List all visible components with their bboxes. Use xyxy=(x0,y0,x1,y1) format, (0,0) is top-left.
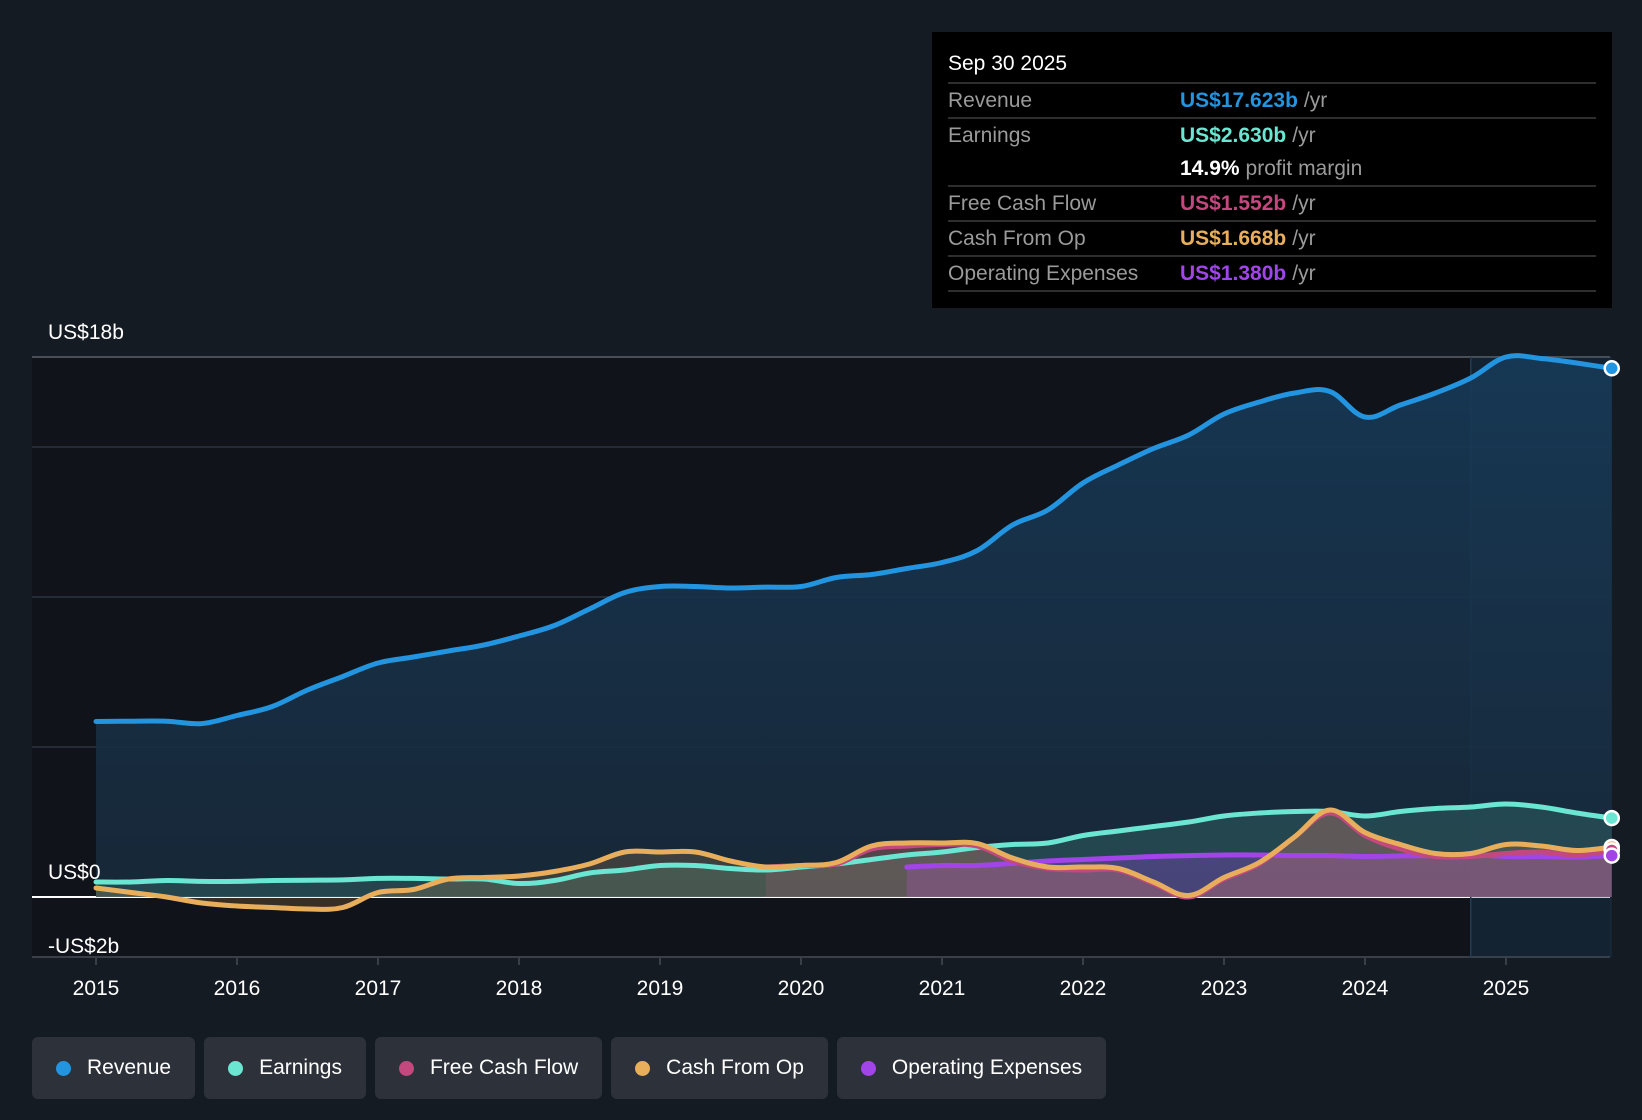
legend-item-revenue[interactable]: Revenue xyxy=(32,1037,196,1099)
legend-dot-icon xyxy=(228,1060,244,1076)
legend-item-earnings[interactable]: Earnings xyxy=(204,1037,366,1099)
x-axis-label: 2025 xyxy=(1483,977,1530,1000)
legend-label: Free Cash Flow xyxy=(429,1056,579,1079)
cash-from-op-line xyxy=(93,807,1615,912)
legend-item-cash-from-op[interactable]: Cash From Op xyxy=(611,1037,828,1099)
tooltip-label: Earnings xyxy=(948,124,1031,147)
revenue-line xyxy=(93,353,1615,727)
profit-margin-label: profit margin xyxy=(1245,157,1363,180)
tooltip-value: US$1.668b xyxy=(1180,227,1287,250)
revenue-end-marker xyxy=(1603,360,1620,377)
tooltip-label: Operating Expenses xyxy=(948,262,1139,285)
tooltip-unit: /yr xyxy=(1292,227,1316,250)
earnings-end-marker xyxy=(1603,809,1620,827)
legend-label: Revenue xyxy=(87,1056,172,1079)
tooltip-label xyxy=(948,152,1180,185)
tooltip-label: Cash From Op xyxy=(948,227,1086,250)
earnings-line xyxy=(93,801,1615,887)
legend-item-free-cash-flow[interactable]: Free Cash Flow xyxy=(374,1037,603,1099)
x-axis-label: 2021 xyxy=(919,977,966,1000)
tooltip-row-revenue: Revenue US$17.623b /yr xyxy=(948,84,1596,119)
tooltip-unit: /yr xyxy=(1292,262,1316,285)
x-axis-label: 2023 xyxy=(1201,977,1248,1000)
tooltip-label: Revenue xyxy=(948,89,1033,112)
y-axis-label: US$0 xyxy=(48,861,101,884)
free-cash-flow-area xyxy=(765,812,1612,898)
tooltip-row-profit-margin: 14.9% profit margin xyxy=(948,152,1596,187)
tooltip-row-cash-from-op: Cash From Op US$1.668b /yr xyxy=(948,222,1596,257)
x-axis-label: 2017 xyxy=(355,977,402,1000)
legend-dot-icon xyxy=(56,1060,71,1076)
x-axis-label: 2018 xyxy=(496,977,543,1000)
legend-dot-icon xyxy=(398,1060,414,1076)
legend-label: Earnings xyxy=(259,1056,342,1079)
profit-margin-value: 14.9% xyxy=(1180,157,1240,180)
legend-dot-icon xyxy=(860,1060,876,1076)
tooltip-date: Sep 30 2025 xyxy=(948,46,1596,84)
chart-legend: Revenue Earnings Free Cash Flow Cash Fro… xyxy=(32,1037,1107,1099)
x-axis-label: 2020 xyxy=(778,977,825,1000)
x-axis-label: 2024 xyxy=(1342,977,1389,1000)
legend-label: Cash From Op xyxy=(666,1056,804,1079)
tooltip-row-operating-expenses: Operating Expenses US$1.380b /yr xyxy=(948,257,1596,292)
y-axis-label: US$18b xyxy=(48,321,124,344)
legend-item-operating-expenses[interactable]: Operating Expenses xyxy=(836,1037,1107,1099)
tooltip-unit: /yr xyxy=(1292,124,1316,147)
tooltip-unit: /yr xyxy=(1303,89,1328,112)
operating-expenses-end-marker xyxy=(1603,847,1620,864)
tooltip-value: US$1.380b xyxy=(1180,262,1287,285)
tooltip-value: US$1.552b xyxy=(1180,192,1287,215)
x-axis-label: 2016 xyxy=(214,977,261,1000)
tooltip-unit: /yr xyxy=(1292,192,1316,215)
tooltip-value: US$2.630b xyxy=(1180,124,1287,147)
tooltip-panel: Sep 30 2025 Revenue US$17.623b /yr Earni… xyxy=(932,32,1612,308)
x-axis-label: 2015 xyxy=(73,977,120,1000)
y-axis-label: -US$2b xyxy=(48,935,119,958)
tooltip-row-free-cash-flow: Free Cash Flow US$1.552b /yr xyxy=(948,187,1596,222)
tooltip-row-earnings: Earnings US$2.630b /yr xyxy=(948,119,1596,152)
revenue-area xyxy=(96,355,1612,897)
tooltip-label: Free Cash Flow xyxy=(948,192,1097,215)
tooltip-value: US$17.623b xyxy=(1180,89,1298,112)
x-axis-label: 2019 xyxy=(637,977,684,1000)
legend-label: Operating Expenses xyxy=(891,1056,1083,1079)
legend-dot-icon xyxy=(635,1060,651,1076)
x-axis-label: 2022 xyxy=(1060,977,1107,1000)
